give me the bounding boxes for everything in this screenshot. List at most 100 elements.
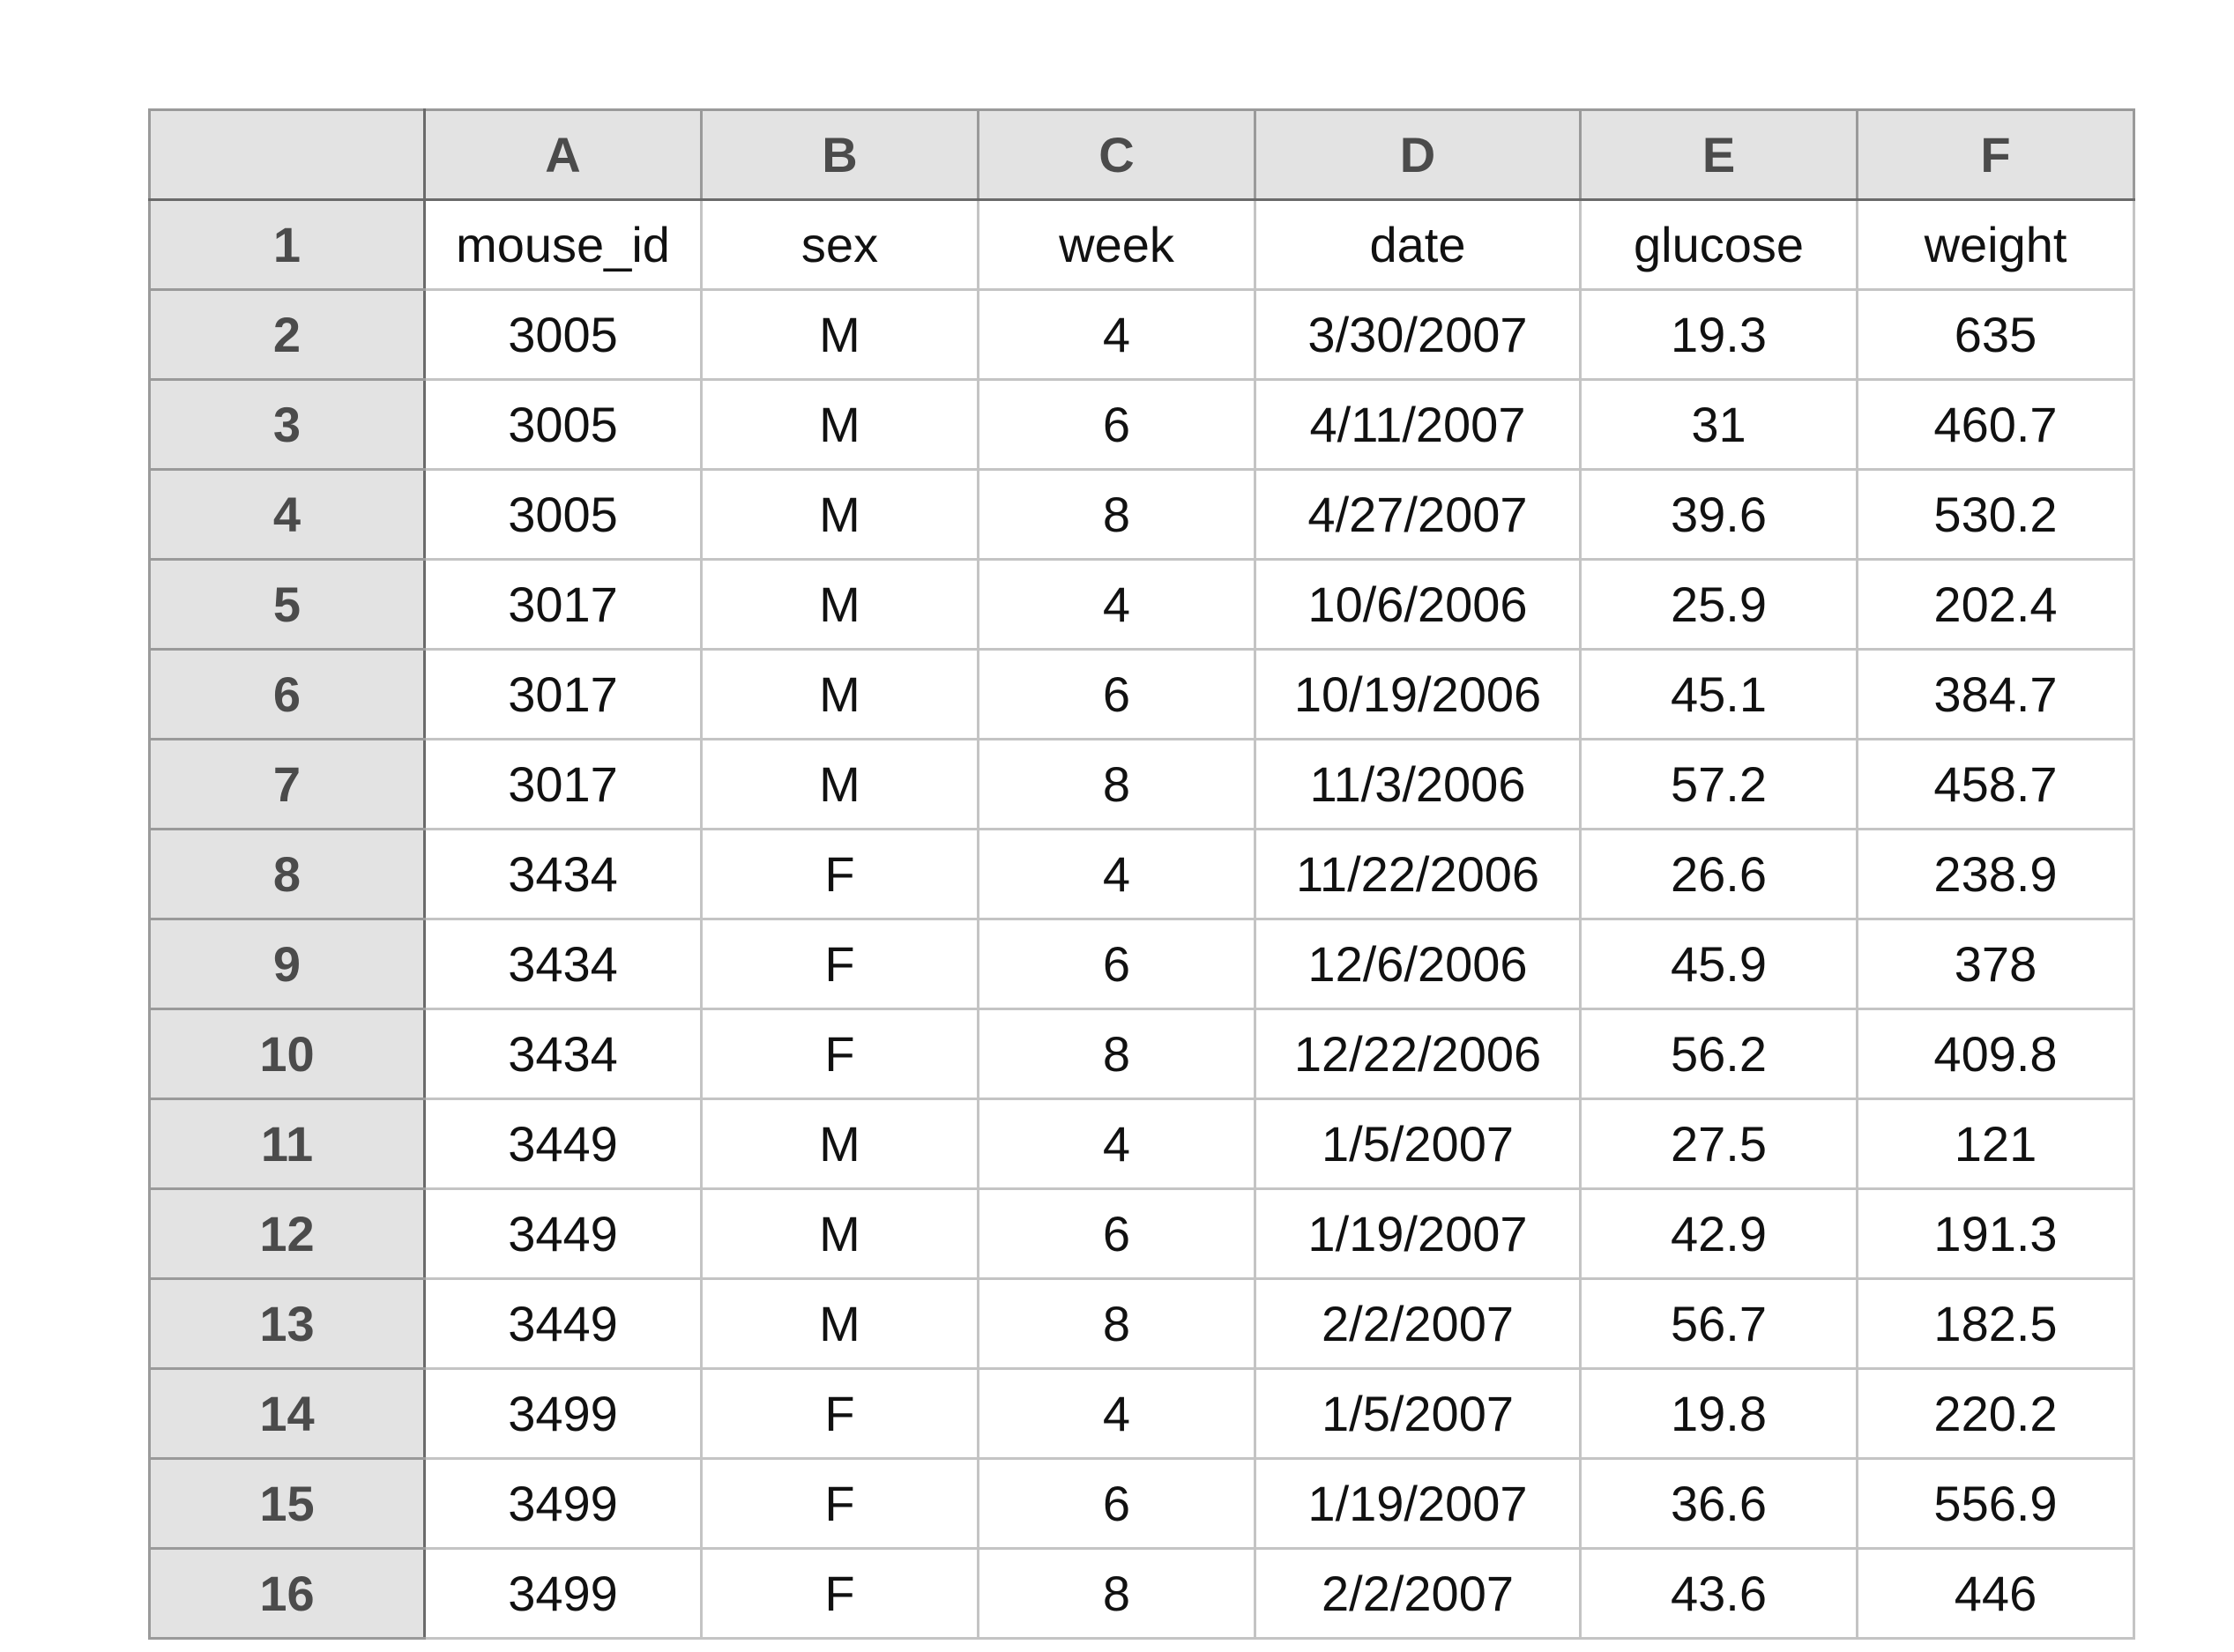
row-header[interactable]: 4 — [148, 468, 426, 561]
cell[interactable]: 220.2 — [1856, 1367, 2135, 1460]
cell[interactable]: M — [700, 1277, 979, 1370]
cell[interactable]: 460.7 — [1856, 378, 2135, 471]
cell[interactable]: 1/5/2007 — [1254, 1098, 1582, 1190]
cell[interactable]: week — [977, 198, 1256, 291]
cell[interactable]: 3434 — [423, 1008, 703, 1100]
row-header[interactable]: 5 — [148, 558, 426, 651]
cell[interactable]: 238.9 — [1856, 828, 2135, 920]
column-header[interactable]: B — [700, 108, 979, 201]
cell[interactable]: M — [700, 648, 979, 740]
cell[interactable]: 27.5 — [1579, 1098, 1858, 1190]
cell[interactable]: 6 — [977, 1457, 1256, 1550]
cell[interactable]: 4 — [977, 1098, 1256, 1190]
cell[interactable]: 12/6/2006 — [1254, 918, 1582, 1010]
cell[interactable]: 4/27/2007 — [1254, 468, 1582, 561]
cell[interactable]: 4/11/2007 — [1254, 378, 1582, 471]
cell[interactable]: 3005 — [423, 468, 703, 561]
cell[interactable]: 2/2/2007 — [1254, 1547, 1582, 1640]
cell[interactable]: 4 — [977, 1367, 1256, 1460]
cell[interactable]: glucose — [1579, 198, 1858, 291]
cell[interactable]: 57.2 — [1579, 738, 1858, 830]
cell[interactable]: 6 — [977, 918, 1256, 1010]
cell[interactable]: 25.9 — [1579, 558, 1858, 651]
cell[interactable]: 4 — [977, 828, 1256, 920]
cell[interactable]: 6 — [977, 1187, 1256, 1280]
column-header[interactable]: C — [977, 108, 1256, 201]
select-all-corner[interactable] — [148, 108, 426, 201]
row-header[interactable]: 9 — [148, 918, 426, 1010]
cell[interactable]: 556.9 — [1856, 1457, 2135, 1550]
row-header[interactable]: 12 — [148, 1187, 426, 1280]
cell[interactable]: 3434 — [423, 828, 703, 920]
cell[interactable]: 3499 — [423, 1547, 703, 1640]
cell[interactable]: 8 — [977, 1277, 1256, 1370]
cell[interactable]: 3449 — [423, 1098, 703, 1190]
cell[interactable]: 10/19/2006 — [1254, 648, 1582, 740]
cell[interactable]: 45.1 — [1579, 648, 1858, 740]
cell[interactable]: 36.6 — [1579, 1457, 1858, 1550]
cell[interactable]: F — [700, 1457, 979, 1550]
row-header[interactable]: 13 — [148, 1277, 426, 1370]
cell[interactable]: 3499 — [423, 1367, 703, 1460]
cell[interactable]: 19.3 — [1579, 288, 1858, 381]
cell[interactable]: M — [700, 468, 979, 561]
cell[interactable]: 409.8 — [1856, 1008, 2135, 1100]
cell[interactable]: 3449 — [423, 1277, 703, 1370]
cell[interactable]: 1/19/2007 — [1254, 1457, 1582, 1550]
cell[interactable]: 182.5 — [1856, 1277, 2135, 1370]
cell[interactable]: 10/6/2006 — [1254, 558, 1582, 651]
cell[interactable]: 6 — [977, 378, 1256, 471]
cell[interactable]: 446 — [1856, 1547, 2135, 1640]
cell[interactable]: 8 — [977, 738, 1256, 830]
row-header[interactable]: 10 — [148, 1008, 426, 1100]
cell[interactable]: 530.2 — [1856, 468, 2135, 561]
cell[interactable]: 384.7 — [1856, 648, 2135, 740]
cell[interactable]: 3017 — [423, 648, 703, 740]
row-header[interactable]: 3 — [148, 378, 426, 471]
cell[interactable]: M — [700, 738, 979, 830]
column-header[interactable]: D — [1254, 108, 1582, 201]
column-header[interactable]: F — [1856, 108, 2135, 201]
cell[interactable]: M — [700, 288, 979, 381]
cell[interactable]: 11/22/2006 — [1254, 828, 1582, 920]
cell[interactable]: F — [700, 828, 979, 920]
cell[interactable]: 635 — [1856, 288, 2135, 381]
row-header[interactable]: 14 — [148, 1367, 426, 1460]
cell[interactable]: F — [700, 1008, 979, 1100]
cell[interactable]: M — [700, 1098, 979, 1190]
cell[interactable]: sex — [700, 198, 979, 291]
cell[interactable]: 56.7 — [1579, 1277, 1858, 1370]
cell[interactable]: 4 — [977, 288, 1256, 381]
cell[interactable]: mouse_id — [423, 198, 703, 291]
column-header[interactable]: A — [423, 108, 703, 201]
cell[interactable]: 31 — [1579, 378, 1858, 471]
row-header[interactable]: 2 — [148, 288, 426, 381]
cell[interactable]: 3449 — [423, 1187, 703, 1280]
cell[interactable]: 121 — [1856, 1098, 2135, 1190]
cell[interactable]: 3005 — [423, 288, 703, 381]
cell[interactable]: 43.6 — [1579, 1547, 1858, 1640]
cell[interactable]: M — [700, 1187, 979, 1280]
row-header[interactable]: 1 — [148, 198, 426, 291]
cell[interactable]: M — [700, 378, 979, 471]
cell[interactable]: 378 — [1856, 918, 2135, 1010]
cell[interactable]: 56.2 — [1579, 1008, 1858, 1100]
cell[interactable]: 26.6 — [1579, 828, 1858, 920]
cell[interactable]: 8 — [977, 1547, 1256, 1640]
cell[interactable]: 458.7 — [1856, 738, 2135, 830]
cell[interactable]: 3005 — [423, 378, 703, 471]
cell[interactable]: weight — [1856, 198, 2135, 291]
cell[interactable]: M — [700, 558, 979, 651]
cell[interactable]: 1/19/2007 — [1254, 1187, 1582, 1280]
column-header[interactable]: E — [1579, 108, 1858, 201]
cell[interactable]: 45.9 — [1579, 918, 1858, 1010]
cell[interactable]: 2/2/2007 — [1254, 1277, 1582, 1370]
cell[interactable]: 3017 — [423, 738, 703, 830]
row-header[interactable]: 6 — [148, 648, 426, 740]
row-header[interactable]: 16 — [148, 1547, 426, 1640]
row-header[interactable]: 8 — [148, 828, 426, 920]
cell[interactable]: 8 — [977, 1008, 1256, 1100]
cell[interactable]: 42.9 — [1579, 1187, 1858, 1280]
cell[interactable]: 3017 — [423, 558, 703, 651]
cell[interactable]: F — [700, 918, 979, 1010]
